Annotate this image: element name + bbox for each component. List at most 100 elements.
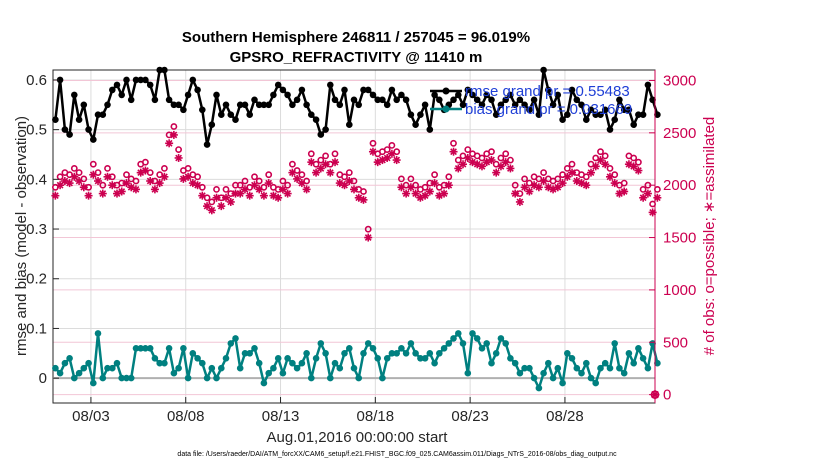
- assimilated-point: [212, 193, 221, 202]
- bias-point: [350, 364, 358, 372]
- rmse-point: [464, 86, 472, 94]
- rmse-point: [61, 126, 69, 133]
- bias-point: [289, 359, 296, 367]
- series-marks: [51, 66, 662, 400]
- assimilated-point: [108, 181, 117, 190]
- bias-point: [478, 345, 486, 352]
- assimilated-point: [245, 191, 254, 200]
- rmse-point: [265, 101, 273, 109]
- rmse-point: [455, 91, 462, 99]
- possible-point: [511, 181, 519, 189]
- y-tick-label: 0.4: [26, 171, 47, 188]
- rmse-point: [331, 96, 339, 104]
- bias-point: [303, 350, 310, 357]
- rmse-point: [274, 81, 282, 89]
- assimilated-point: [449, 147, 458, 156]
- bias-point: [293, 364, 301, 372]
- rmse-point: [450, 96, 457, 104]
- bias-point: [516, 369, 524, 377]
- possible-point: [502, 150, 510, 158]
- bias-point: [473, 335, 481, 342]
- possible-point: [488, 148, 495, 156]
- bias-point: [450, 335, 457, 342]
- bias-point: [331, 359, 339, 367]
- assimilated-point: [610, 179, 619, 188]
- assimilated-point: [150, 185, 159, 194]
- possible-point: [397, 175, 405, 183]
- assimilated-point: [103, 172, 112, 181]
- bias-point: [90, 379, 97, 387]
- bias-point: [436, 350, 443, 357]
- bias-point: [398, 345, 405, 352]
- assimilated-point: [326, 168, 335, 177]
- assimilated-point: [65, 179, 74, 188]
- possible-point: [99, 181, 107, 189]
- bias-point: [412, 350, 419, 357]
- possible-point: [75, 169, 83, 176]
- legend-bias-label: bias grand pr = 0.031669: [465, 101, 632, 118]
- rmse-point: [303, 101, 310, 109]
- rmse-point: [554, 91, 562, 99]
- bias-point: [407, 340, 415, 347]
- possible-point: [222, 185, 230, 193]
- rmse-point: [549, 101, 557, 109]
- rmse-point: [298, 86, 306, 94]
- rmse-point: [355, 101, 363, 109]
- rmse-point: [127, 96, 135, 104]
- rmse-point: [507, 91, 514, 99]
- possible-point: [639, 185, 647, 193]
- assimilated-point: [525, 187, 534, 196]
- rmse-point: [459, 101, 467, 109]
- assimilated-point: [568, 168, 577, 177]
- legend: rmse grand pr = 0.55483 bias grand pr = …: [430, 83, 632, 118]
- bias-point: [639, 355, 647, 362]
- rmse-point: [246, 111, 253, 118]
- assimilated-point: [634, 166, 643, 175]
- possible-point: [421, 183, 429, 191]
- bias-point: [251, 345, 258, 352]
- rmse-point: [530, 96, 538, 104]
- bias-point: [597, 364, 604, 372]
- assimilated-point: [70, 172, 79, 181]
- bias-point: [71, 374, 78, 382]
- possible-point: [388, 141, 396, 149]
- bias-point: [635, 345, 642, 352]
- rmse-point: [573, 96, 581, 104]
- possible-point: [431, 171, 438, 179]
- rmse-point: [165, 96, 173, 104]
- possible-point: [649, 200, 656, 208]
- rmse-point: [189, 76, 197, 84]
- assimilated-point: [94, 177, 103, 185]
- bias-point: [241, 350, 249, 357]
- right-y-tick-label: 1000: [663, 282, 696, 299]
- bias-point: [336, 364, 344, 372]
- possible-point: [307, 150, 315, 158]
- assimilated-point: [122, 179, 131, 188]
- possible-point: [255, 177, 263, 185]
- bias-point: [630, 359, 637, 367]
- x-tick-label: 08/03: [72, 408, 110, 425]
- possible-point: [194, 173, 201, 181]
- rmse-point: [516, 96, 524, 104]
- assimilated-point: [539, 177, 548, 185]
- rmse-point: [208, 121, 216, 128]
- rmse-point: [312, 116, 320, 123]
- rmse-point: [137, 76, 144, 84]
- bias-point: [483, 340, 491, 347]
- assimilated-point: [340, 181, 349, 190]
- bias-point: [199, 359, 206, 367]
- assimilated-point: [501, 158, 510, 167]
- bias-point: [156, 359, 163, 367]
- assimilated-point: [345, 177, 354, 185]
- possible-point: [341, 173, 348, 181]
- assimilated-point: [255, 185, 264, 194]
- x-axis-label: Aug.01,2016 00:00:00 start: [267, 429, 449, 446]
- assimilated-point: [79, 183, 88, 192]
- bias-point: [52, 364, 59, 372]
- assimilated-point: [240, 185, 249, 194]
- assimilated-point: [302, 185, 311, 194]
- rmse-point: [170, 101, 178, 109]
- bias-point: [379, 374, 386, 382]
- bias-point: [583, 359, 590, 367]
- bias-point: [455, 330, 462, 337]
